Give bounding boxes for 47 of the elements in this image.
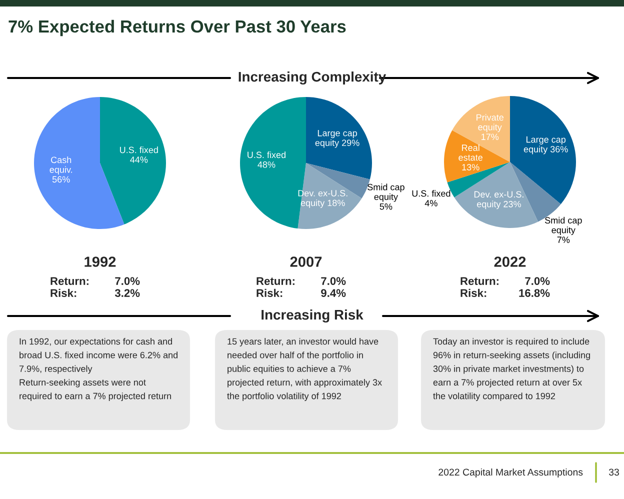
slice-label: Smid cap equity — [368, 184, 404, 202]
text: 7.0% — [321, 277, 346, 285]
data-label: 13% — [462, 164, 480, 170]
pie-slice — [306, 97, 372, 180]
text: 7.0% — [115, 277, 140, 285]
slice-label: U.S. fixed — [412, 190, 450, 197]
text: Today an investor is required to include 96% in return-seeking assets (including 30% in private market investments) to earn a 7% projected return at over 5x the volatility compared to 1992 — [433, 338, 590, 402]
data-label: 48% — [258, 161, 276, 168]
text: Return: — [460, 277, 498, 285]
text: Risk: — [256, 288, 282, 297]
text: 33 — [608, 468, 619, 476]
data-label: 56% — [52, 176, 70, 183]
text: Risk: — [50, 288, 76, 297]
text: 2022 — [494, 256, 526, 267]
slice-label: Large cap equity 29% — [315, 130, 360, 148]
text: 2022 Capital Market Assumptions — [438, 468, 583, 478]
data-label: 4% — [424, 200, 438, 206]
text: 1992 — [84, 256, 116, 267]
text: 2007 — [290, 256, 322, 267]
slice-label: Dev. ex-U.S. equity 23% — [474, 191, 524, 210]
pie-slice — [454, 162, 538, 228]
text: In 1992, our expectations for cash and broad U.S. fixed income were 6.2% and 7.9%, respectively Return-seeking assets were not required to earn a 7% projected return — [19, 338, 178, 402]
data-label: 7% — [557, 236, 570, 243]
text: 7% Expected Returns Over Past 30 Years — [8, 20, 346, 36]
text: 9.4% — [321, 289, 346, 297]
text: Increasing Complexity — [238, 71, 386, 85]
pie-slice — [100, 97, 166, 224]
text: Risk: — [460, 288, 486, 297]
text: 15 years later, an investor would have needed over half of the portfolio in public equities to achieve a 7% projected return, with approximately 3x the portfolio volatility of 1992 — [227, 338, 382, 402]
pie-slice — [452, 96, 510, 162]
slice-label: U.S. fixed — [248, 151, 286, 158]
data-label: 5% — [380, 203, 392, 210]
slice-label: Smid cap equity — [544, 216, 582, 236]
pie-slice — [298, 163, 362, 229]
text: Return: — [50, 277, 88, 285]
text: 16.8% — [519, 289, 550, 297]
slice-label: U.S. fixed — [120, 146, 158, 154]
slice-label: Large cap equity 36% — [524, 136, 568, 154]
data-label: 17% — [481, 134, 499, 140]
data-label: 44% — [130, 156, 148, 163]
text: 7.0% — [525, 277, 550, 285]
slice-label: Cash equiv. — [50, 156, 72, 175]
text: Return: — [256, 277, 294, 285]
text: Increasing Risk — [262, 309, 364, 323]
slice-label: Real estate — [458, 144, 482, 161]
text: 3.2% — [114, 289, 140, 297]
slice-label: Private equity — [476, 114, 504, 132]
